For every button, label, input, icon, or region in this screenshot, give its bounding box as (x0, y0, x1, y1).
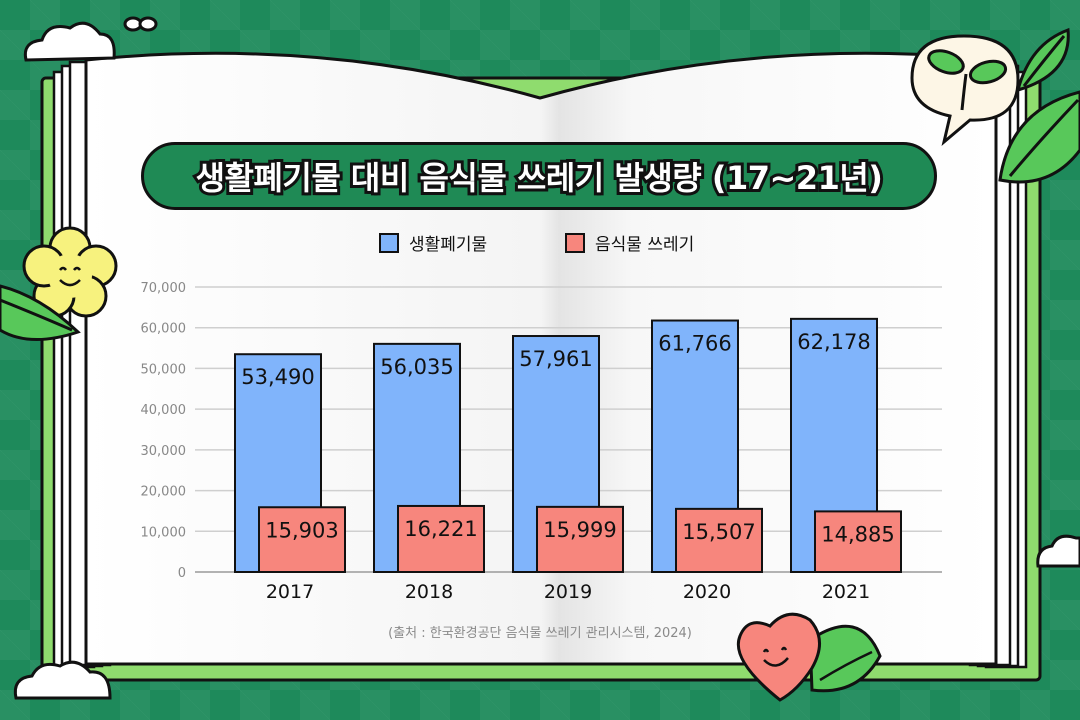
y-tick-label: 70,000 (141, 281, 187, 296)
x-axis-tick-labels: 2017 2018 2019 2020 2021 (266, 581, 870, 603)
bar-chart: 0 10,000 20,000 30,000 40,000 50,000 60,000 70,… (141, 281, 942, 603)
x-tick-label: 2017 (266, 581, 314, 603)
chart-legend: 생활폐기물 음식물 쓰레기 (0, 230, 1080, 258)
bar-food-waste (536, 505, 624, 573)
leaf-right-decoration (998, 27, 1080, 184)
heart-smile-icon (736, 612, 882, 702)
bar-food-waste (258, 506, 346, 573)
legend-label-household-waste: 생활폐기물 (409, 235, 488, 255)
legend-label-food-waste: 음식물 쓰레기 (595, 235, 695, 255)
x-tick-label: 2021 (822, 581, 870, 603)
data-label-household-waste: 56,035 (380, 355, 453, 379)
bar-food-waste (675, 507, 763, 573)
data-label-food-waste: 15,507 (682, 520, 755, 544)
cloud-top-left-decoration (23, 21, 116, 62)
leaf-left-decoration (0, 284, 81, 341)
bar-food-waste (397, 504, 485, 574)
infinity-doodle (123, 16, 158, 32)
chart-title-banner: 생활폐기물 대비 음식물 쓰레기 발생량 (17~21년) (141, 142, 937, 210)
legend-item-household-waste: 생활폐기물 (379, 230, 487, 255)
x-tick-label: 2018 (405, 581, 453, 603)
y-tick-label: 10,000 (141, 525, 187, 540)
source-note: (출처 : 한국환경공단 음식물 쓰레기 관리시스템, 2024) (388, 626, 692, 641)
bar-food-waste (814, 510, 902, 574)
x-tick-label: 2020 (683, 581, 731, 603)
y-tick-label: 40,000 (141, 403, 187, 418)
y-tick-label: 30,000 (141, 444, 187, 459)
x-tick-label: 2019 (544, 581, 592, 603)
y-axis-tick-labels: 0 10,000 20,000 30,000 40,000 50,000 60,000 70,… (141, 281, 187, 581)
y-tick-label: 60,000 (141, 322, 187, 337)
legend-item-food-waste: 음식물 쓰레기 (565, 230, 694, 255)
data-label-food-waste: 16,221 (404, 517, 477, 541)
y-tick-label: 0 (178, 566, 186, 581)
data-label-household-waste: 57,961 (519, 347, 592, 371)
cloud-bottom-left-decoration (13, 660, 112, 700)
sprout-speech-bubble-icon (910, 34, 1020, 147)
cloud-right-decoration (1036, 534, 1080, 568)
y-tick-label: 20,000 (141, 485, 187, 500)
legend-swatch-household-waste (379, 232, 399, 253)
data-label-food-waste: 15,999 (543, 518, 616, 542)
data-label-household-waste: 53,490 (241, 365, 314, 389)
data-label-household-waste: 62,178 (797, 330, 870, 354)
legend-swatch-food-waste (565, 232, 585, 253)
chart-bars: 53,490 15,903 56,035 16,221 57,961 15,999 61,7… (234, 317, 902, 574)
data-label-household-waste: 61,766 (658, 332, 731, 356)
chart-title: 생활폐기물 대비 음식물 쓰레기 발생량 (17~21년) (193, 156, 886, 200)
data-label-food-waste: 15,903 (265, 518, 338, 542)
data-label-food-waste: 14,885 (821, 522, 894, 546)
y-tick-label: 50,000 (141, 362, 187, 377)
